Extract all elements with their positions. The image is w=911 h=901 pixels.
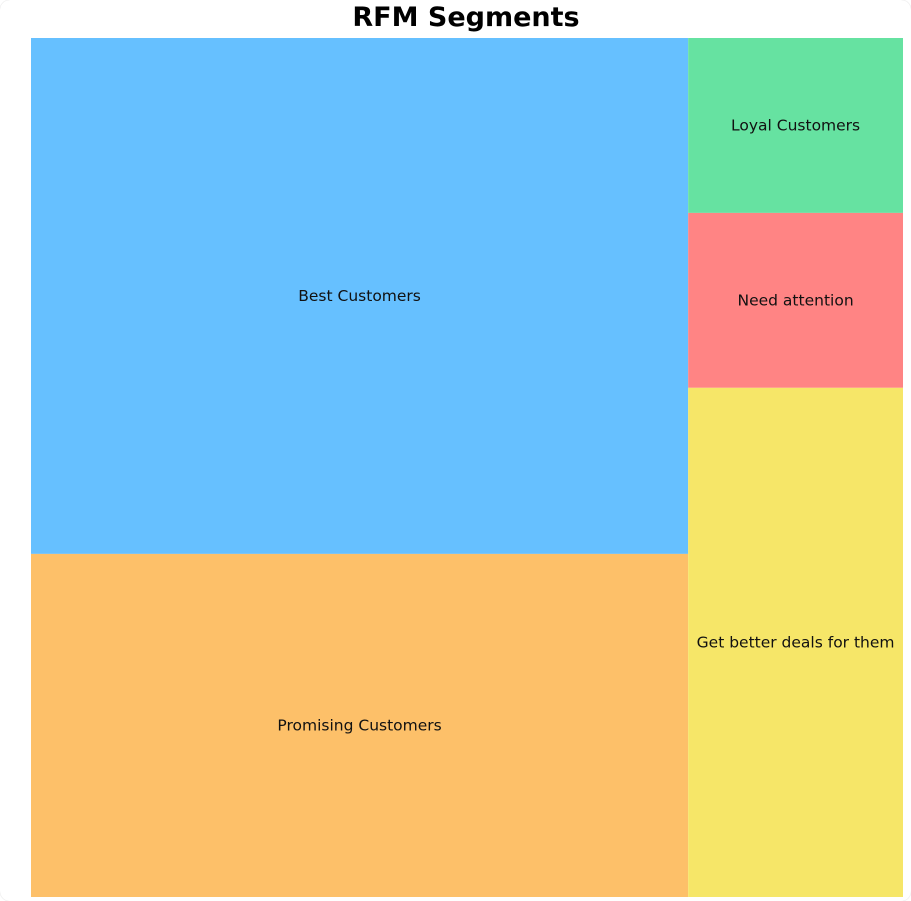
treemap-cell-get-better-deals-for-them — [688, 387, 903, 897]
treemap-cell-loyal-customers — [688, 38, 903, 213]
treemap-label-loyal-customers: Loyal Customers — [731, 116, 860, 134]
treemap-label-need-attention: Need attention — [738, 291, 854, 309]
treemap-cell-need-attention — [688, 212, 903, 388]
treemap-label-best-customers: Best Customers — [298, 287, 421, 305]
treemap-label-get-better-deals-for-them: Get better deals for them — [697, 633, 895, 651]
treemap-cell-best-customers — [31, 38, 689, 554]
treemap-cell-promising-customers — [31, 553, 689, 897]
treemap-label-promising-customers: Promising Customers — [277, 716, 441, 734]
chart-title: RFM Segments — [352, 2, 580, 33]
